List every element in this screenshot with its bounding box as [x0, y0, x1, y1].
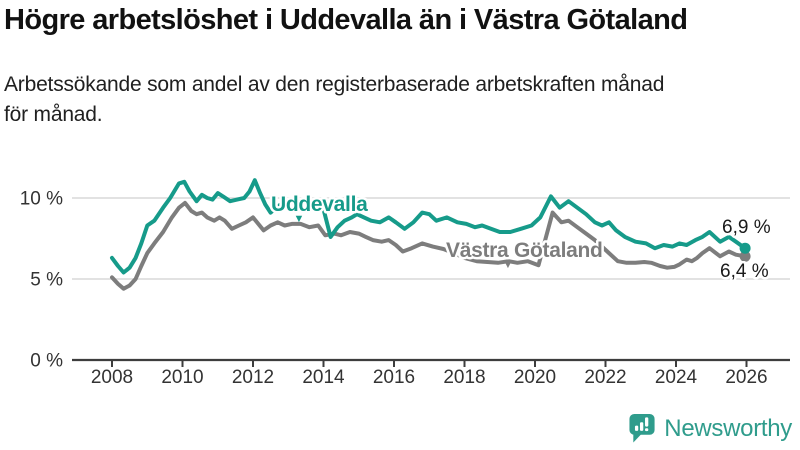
end-dot-v-stra-g-taland [739, 250, 751, 262]
end-dot-uddevalla [739, 242, 751, 254]
x-axis-label-2024: 2024 [655, 367, 698, 388]
end-value-label-uddevalla: 6,9 % [722, 217, 771, 238]
x-axis-label-2020: 2020 [514, 367, 556, 388]
chart-subtitle: Arbetssökande som andel av den registerb… [4, 70, 784, 130]
brand-name: Newsworthy [664, 414, 792, 442]
x-axis-label-2010: 2010 [161, 367, 203, 388]
newsworthy-logo-icon [629, 414, 655, 443]
y-axis-label-10pct: 10 % [20, 189, 63, 210]
subtitle-line-2: för månad. [4, 103, 103, 126]
x-axis-label-2018: 2018 [443, 367, 485, 388]
y-axis-label-5pct: 5 % [30, 270, 63, 291]
series-label-uddevalla: Uddevalla [271, 193, 368, 216]
series-label-v-stra-g-taland: Västra Götaland [446, 239, 603, 262]
series-line-v-stra-g-taland [110, 200, 748, 291]
subtitle-line-1: Arbetssökande som andel av den registerb… [4, 73, 665, 96]
x-axis-label-2014: 2014 [302, 367, 345, 388]
x-axis-label-2012: 2012 [232, 367, 274, 388]
series-line-uddevalla [110, 178, 748, 275]
end-value-label-v-stra-g-taland: 6,4 % [720, 261, 769, 282]
brand-footer: Newsworthy [628, 413, 792, 444]
x-axis-label-2008: 2008 [91, 367, 133, 388]
x-axis-label-2026: 2026 [725, 367, 767, 388]
x-axis-label-2016: 2016 [373, 367, 415, 388]
x-axis-label-2022: 2022 [584, 367, 626, 388]
page-title: Högre arbetslöshet i Uddevalla än i Väst… [4, 4, 688, 36]
y-axis-label-0pct: 0 % [30, 351, 63, 372]
chevron-down-icon: ▼ [503, 259, 514, 271]
chevron-down-icon: ▼ [294, 213, 305, 225]
